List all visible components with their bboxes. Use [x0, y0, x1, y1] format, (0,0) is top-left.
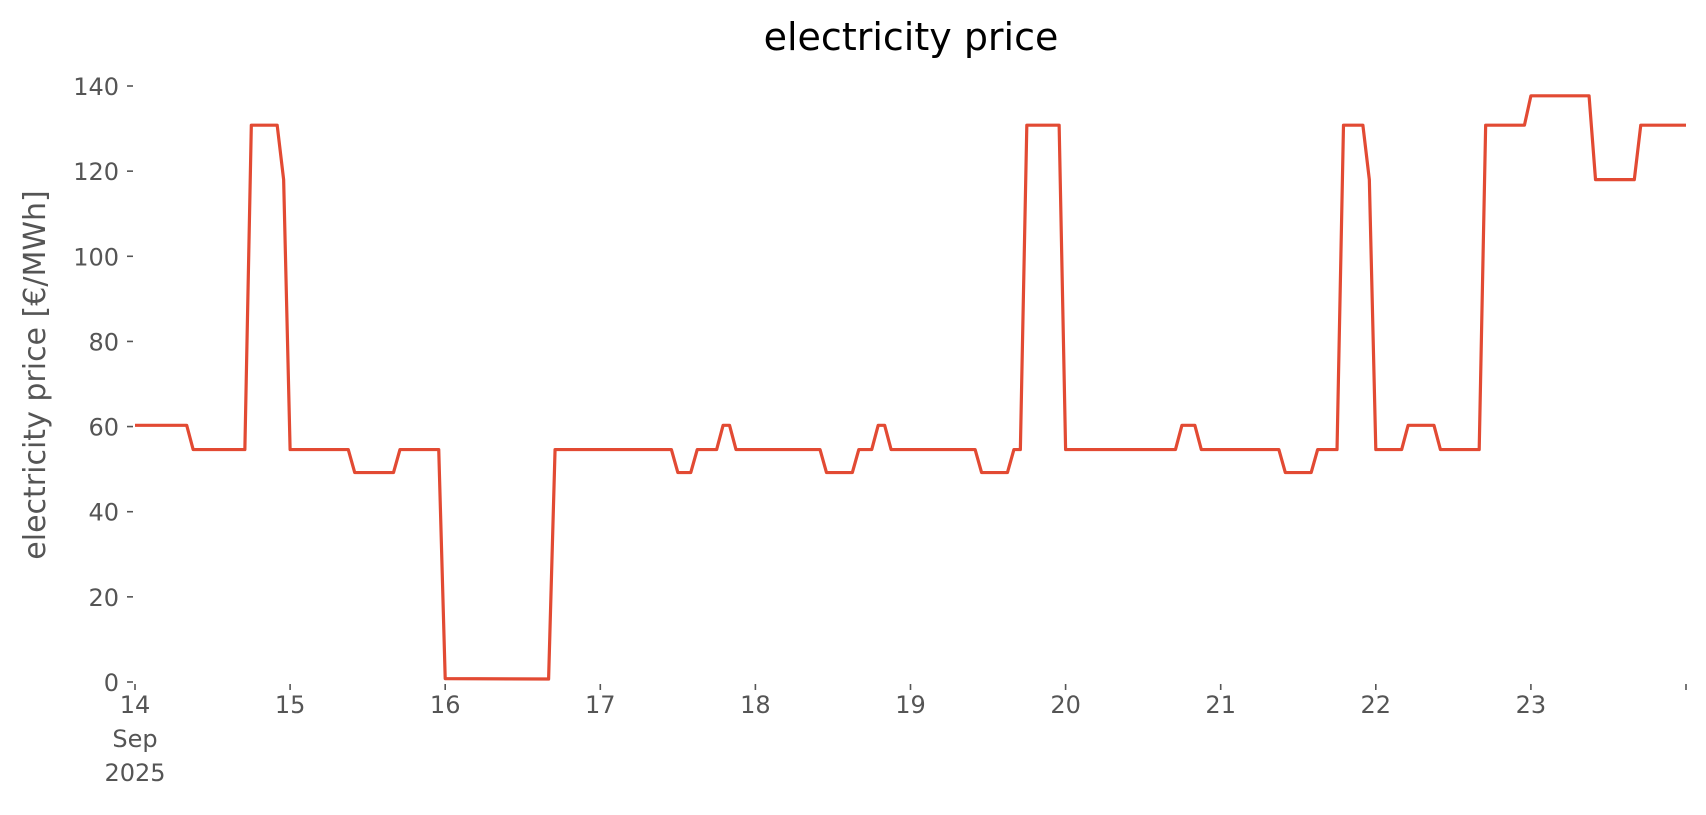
x-tick-label: 16 — [430, 691, 461, 719]
series-layer — [135, 94, 1686, 681]
x-tick-label: 22 — [1361, 691, 1392, 719]
y-axis: 0 20 40 60 80 100 120 140 — [73, 73, 133, 697]
y-axis-label: electricity price [€/MWh] — [18, 190, 53, 559]
y-tick-label: 140 — [73, 73, 119, 101]
x-tick-label: 2025 — [104, 759, 165, 787]
x-tick-label: 23 — [1516, 691, 1547, 719]
y-tick-label: 0 — [104, 669, 119, 697]
x-tick-label: 17 — [585, 691, 616, 719]
x-tick-label: 21 — [1205, 691, 1236, 719]
y-tick-label: 100 — [73, 243, 119, 271]
y-tick-label: 80 — [88, 328, 119, 356]
x-axis: 14 Sep 2025 15 16 17 18 19 20 21 22 23 — [104, 684, 1687, 787]
x-tick-label: 15 — [275, 691, 306, 719]
x-tick-label: 19 — [895, 691, 926, 719]
y-tick-label: 60 — [88, 414, 119, 442]
x-tick-label: 14 — [120, 691, 151, 719]
x-tick-label: Sep — [112, 725, 157, 753]
y-tick-label: 20 — [88, 584, 119, 612]
x-tick-label: 18 — [740, 691, 771, 719]
series-line-1 — [135, 94, 1686, 681]
y-tick-label: 120 — [73, 158, 119, 186]
chart-title: electricity price — [764, 15, 1059, 59]
x-tick-label: 20 — [1050, 691, 1081, 719]
y-tick-label: 40 — [88, 499, 119, 527]
